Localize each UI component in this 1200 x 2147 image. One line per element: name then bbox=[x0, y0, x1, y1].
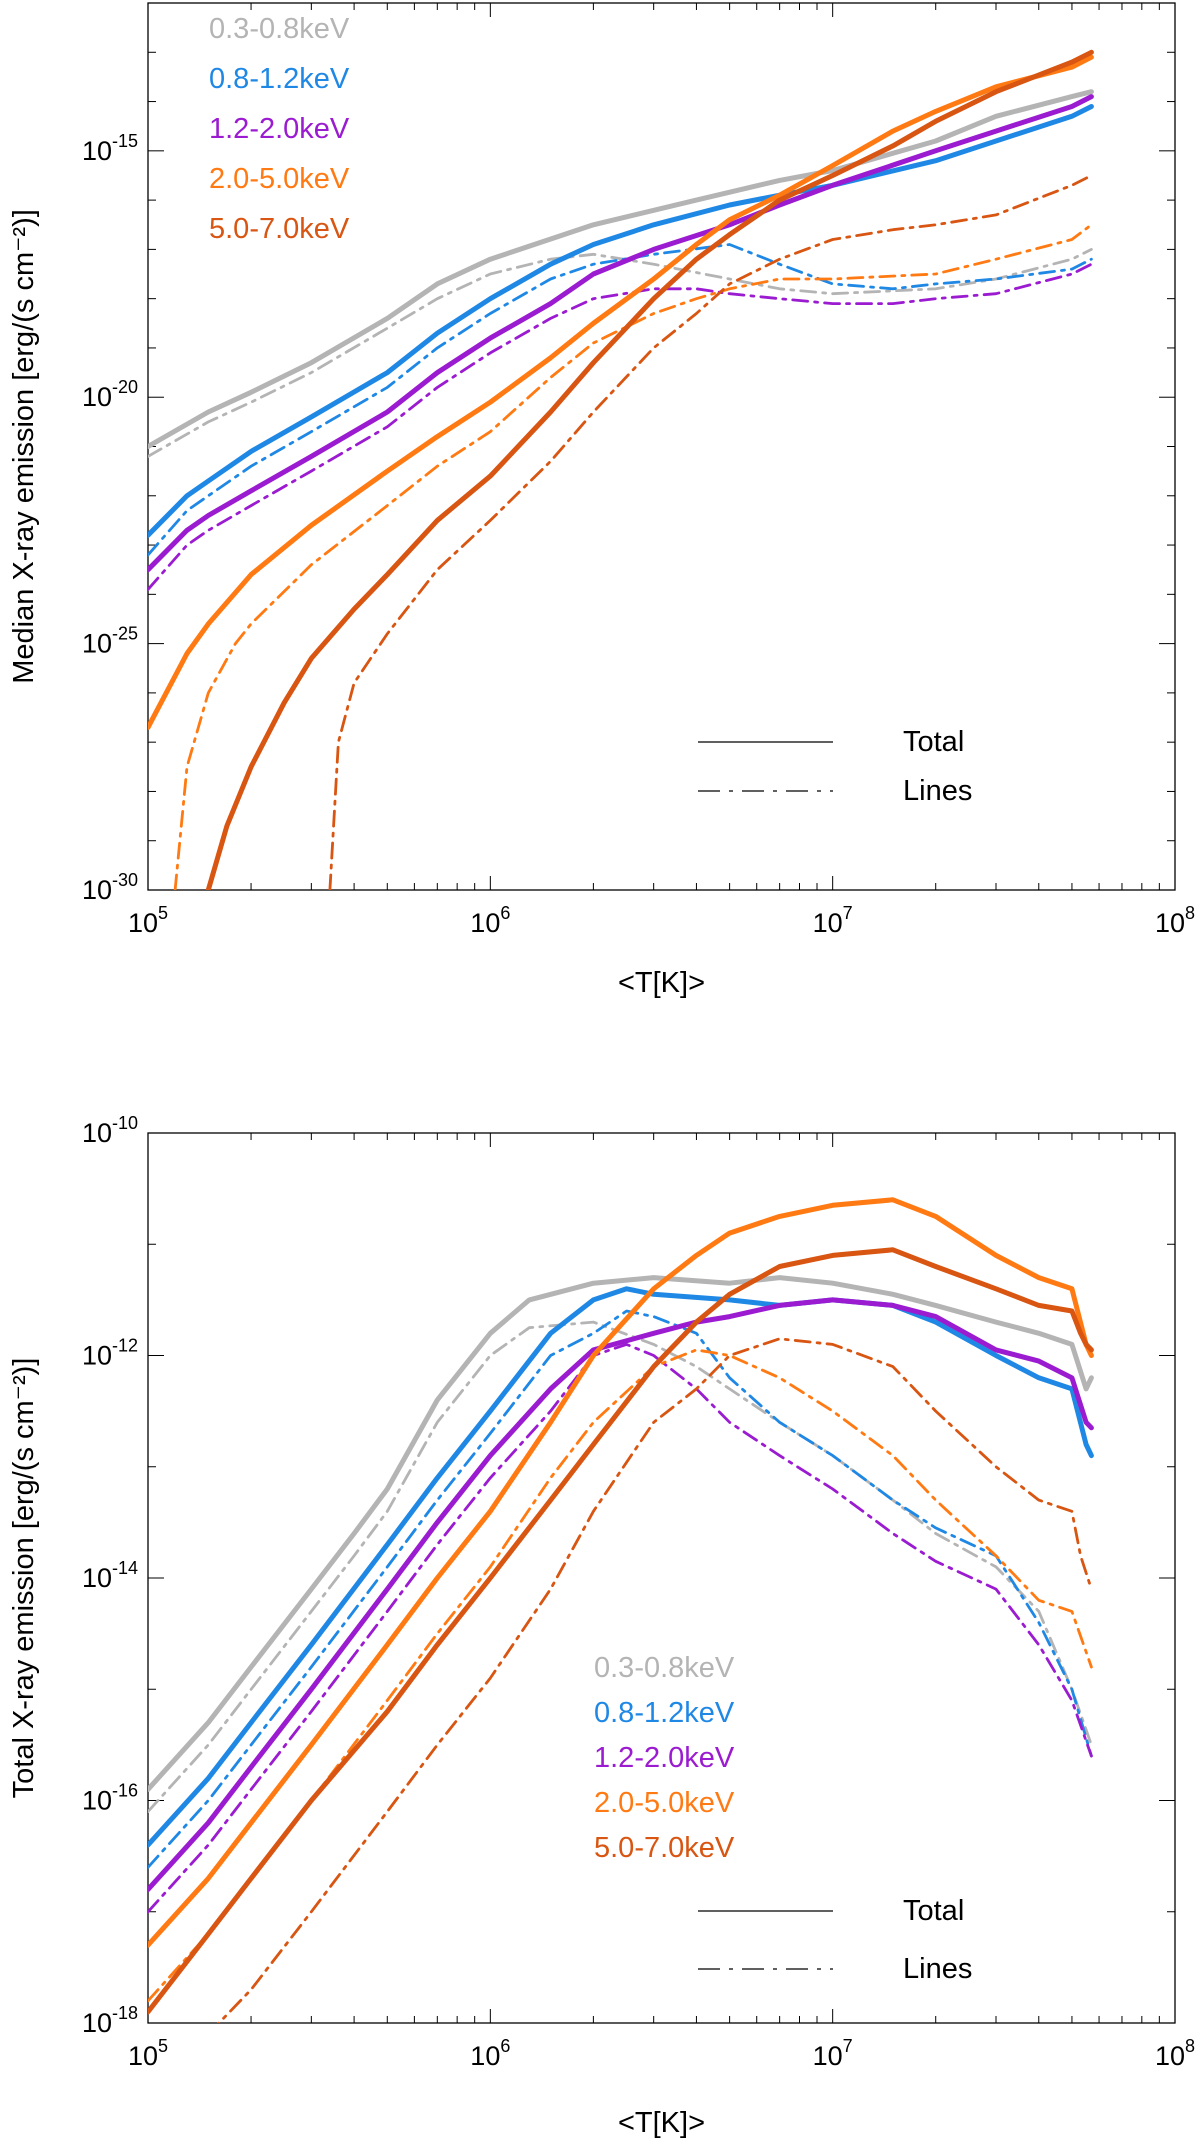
x-axis-title: <T[K]> bbox=[618, 967, 705, 999]
legend-label-5: 5.0-7.0keV bbox=[594, 1832, 735, 1864]
x-tick-label: 108 bbox=[1155, 903, 1195, 938]
x-tick-label: 107 bbox=[813, 903, 853, 938]
series-lines-line-1 bbox=[148, 1320, 1093, 1813]
y-tick-label: 10-12 bbox=[82, 1336, 138, 1371]
series-total-line-2 bbox=[148, 104, 1094, 538]
y-tick-label: 10-25 bbox=[82, 624, 138, 659]
legend-label-5: 5.0-7.0keV bbox=[209, 213, 350, 245]
series-total-line-1 bbox=[148, 1275, 1094, 1792]
style-legend-label: Lines bbox=[903, 1953, 972, 1985]
series-total-line-2 bbox=[148, 1286, 1094, 1848]
style-legend-label: Total bbox=[903, 726, 964, 758]
y-tick-label: 10-14 bbox=[82, 1558, 138, 1593]
chart-panel-2: 105 106 107 108 10-18 10-16 10-14 10-12 10-10 <T[… bbox=[8, 1113, 1195, 2139]
series-lines-line-1 bbox=[148, 247, 1093, 458]
series-lines-line-5 bbox=[217, 1337, 1093, 2023]
x-tick-label: 107 bbox=[813, 2036, 853, 2071]
y-tick-label: 10-15 bbox=[82, 131, 138, 166]
style-legend-label: Lines bbox=[903, 775, 972, 807]
legend-label-1: 0.3-0.8keV bbox=[594, 1652, 735, 1684]
legend-label-3: 1.2-2.0keV bbox=[594, 1742, 735, 1774]
style-legend-label: Total bbox=[903, 1895, 964, 1927]
series-total-line-5 bbox=[205, 49, 1094, 890]
series-lines bbox=[148, 1197, 1094, 2023]
series-lines-line-4 bbox=[173, 223, 1093, 890]
x-tick-label: 108 bbox=[1155, 2036, 1195, 2071]
x-axis-title: <T[K]> bbox=[618, 2107, 705, 2139]
legend-label-4: 2.0-5.0keV bbox=[594, 1787, 735, 1819]
y-tick-label: 10-20 bbox=[82, 377, 138, 412]
series-total-line-5 bbox=[148, 1247, 1094, 2015]
legend-label-3: 1.2-2.0keV bbox=[209, 113, 350, 145]
series-lines-line-3 bbox=[148, 262, 1093, 591]
y-tick-label: 10-16 bbox=[82, 1781, 138, 1816]
y-tick-label: 10-18 bbox=[82, 2003, 138, 2038]
legend-label-4: 2.0-5.0keV bbox=[209, 163, 350, 195]
series-total-line-1 bbox=[148, 89, 1094, 449]
series-total-line-4 bbox=[148, 1197, 1094, 1948]
legend-label-1: 0.3-0.8keV bbox=[209, 13, 350, 45]
series-total-line-3 bbox=[148, 94, 1094, 573]
y-tick-label: 10-30 bbox=[82, 870, 138, 905]
y-tick-label: 10-10 bbox=[82, 1113, 138, 1148]
series-lines bbox=[148, 49, 1094, 890]
y-axis-title: Total X-ray emission [erg/(s cm⁻²)] bbox=[8, 1358, 40, 1799]
x-tick-label: 106 bbox=[470, 2036, 510, 2071]
y-axis-title: Median X-ray emission [erg/(s cm⁻²)] bbox=[8, 209, 40, 684]
series-lines-line-3 bbox=[148, 1343, 1093, 1914]
x-tick-label: 105 bbox=[128, 903, 168, 938]
series-lines-line-2 bbox=[148, 1309, 1093, 1869]
x-tick-label: 106 bbox=[470, 903, 510, 938]
series-lines-line-5 bbox=[328, 174, 1093, 890]
chart-panel-1: 105 106 107 108 10-30 10-25 10-20 10-15 <T[K]> Me… bbox=[8, 2, 1195, 999]
series-total-line-4 bbox=[148, 54, 1094, 730]
x-tick-label: 105 bbox=[128, 2036, 168, 2071]
series-lines-line-2 bbox=[148, 243, 1093, 557]
legend-label-2: 0.8-1.2keV bbox=[594, 1697, 735, 1729]
legend-label-2: 0.8-1.2keV bbox=[209, 63, 350, 95]
